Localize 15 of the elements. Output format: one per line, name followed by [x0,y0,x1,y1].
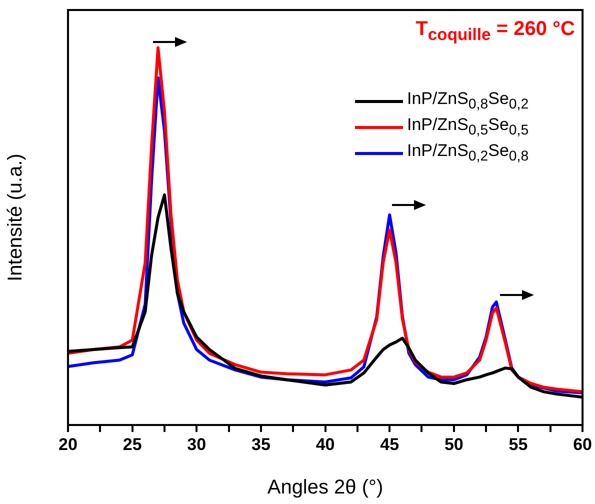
x-tick-label: 25 [122,434,142,454]
y-axis-title: Intensité (u.a.) [4,154,27,282]
x-tick-label: 55 [508,434,528,454]
x-tick-label: 50 [444,434,464,454]
legend-label: InP/ZnS$_{0,5}$Se$_{0,5}$ [407,115,529,139]
x-tick-label: 45 [380,434,400,454]
x-tick-label: 20 [58,434,78,454]
x-tick-label: 40 [316,434,335,454]
x-tick-label: 60 [573,434,592,454]
x-axis-title: Angles 2θ (°) [267,476,384,499]
legend-label: InP/ZnS$_{0,2}$Se$_{0,8}$ [407,141,529,165]
x-tick-label: 35 [251,434,270,454]
x-tick-label: 30 [187,434,206,454]
legend-label: InP/ZnS$_{0,8}$Se$_{0,2}$ [407,89,529,113]
chart-title: T$_{coquille}$ = 260 °C [416,18,575,45]
